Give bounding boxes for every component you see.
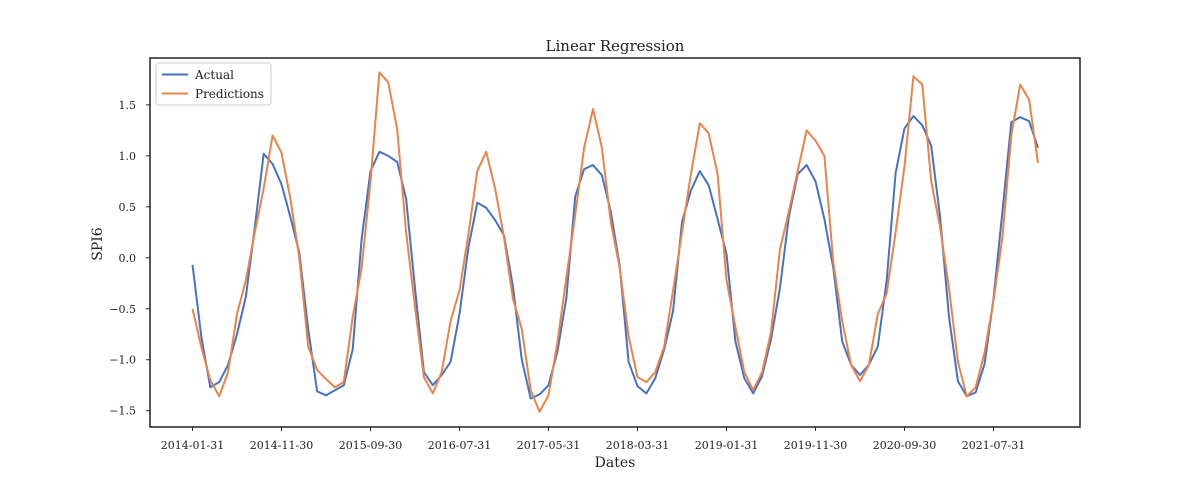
x-tick-label: 2017-05-31: [517, 439, 580, 452]
y-tick-label: −0.5: [109, 303, 136, 316]
x-axis-label: Dates: [595, 455, 636, 471]
x-tick-label: 2014-11-30: [250, 439, 313, 452]
legend-label-predictions: Predictions: [195, 87, 264, 101]
legend-label-actual: Actual: [194, 68, 234, 82]
series-lines: [191, 71, 1039, 413]
x-tick-label: 2018-03-31: [606, 439, 669, 452]
y-tick-label: −1.0: [109, 354, 136, 367]
series-line-predictions: [191, 71, 1039, 413]
y-tick-label: 0.0: [119, 252, 137, 265]
y-tick-label: −1.5: [109, 405, 136, 418]
y-tick-label: 1.5: [119, 99, 137, 112]
plot-frame: [149, 57, 1081, 428]
x-tick-label: 2019-11-30: [784, 439, 847, 452]
x-axis: 2014-01-31 2014-11-30 2015-09-30 2016-07-31…: [161, 427, 1025, 452]
chart-title: Linear Regression: [546, 37, 685, 55]
x-tick-label: 2016-07-31: [428, 439, 491, 452]
series-line-actual: [191, 115, 1039, 400]
y-tick-label: 0.5: [119, 201, 137, 214]
y-tick-label: 1.0: [119, 150, 137, 163]
x-tick-label: 2021-07-31: [962, 439, 1025, 452]
y-axis-label: SPI6: [90, 227, 106, 261]
x-tick-label: 2014-01-31: [161, 439, 224, 452]
x-tick-label: 2015-09-30: [339, 439, 402, 452]
x-tick-label: 2019-01-31: [695, 439, 758, 452]
y-axis: −1.5 −1.0 −0.5 0.0 0.5 1.0 1.5: [109, 99, 150, 418]
legend: Actual Predictions: [155, 62, 272, 106]
x-tick-label: 2020-09-30: [873, 439, 936, 452]
